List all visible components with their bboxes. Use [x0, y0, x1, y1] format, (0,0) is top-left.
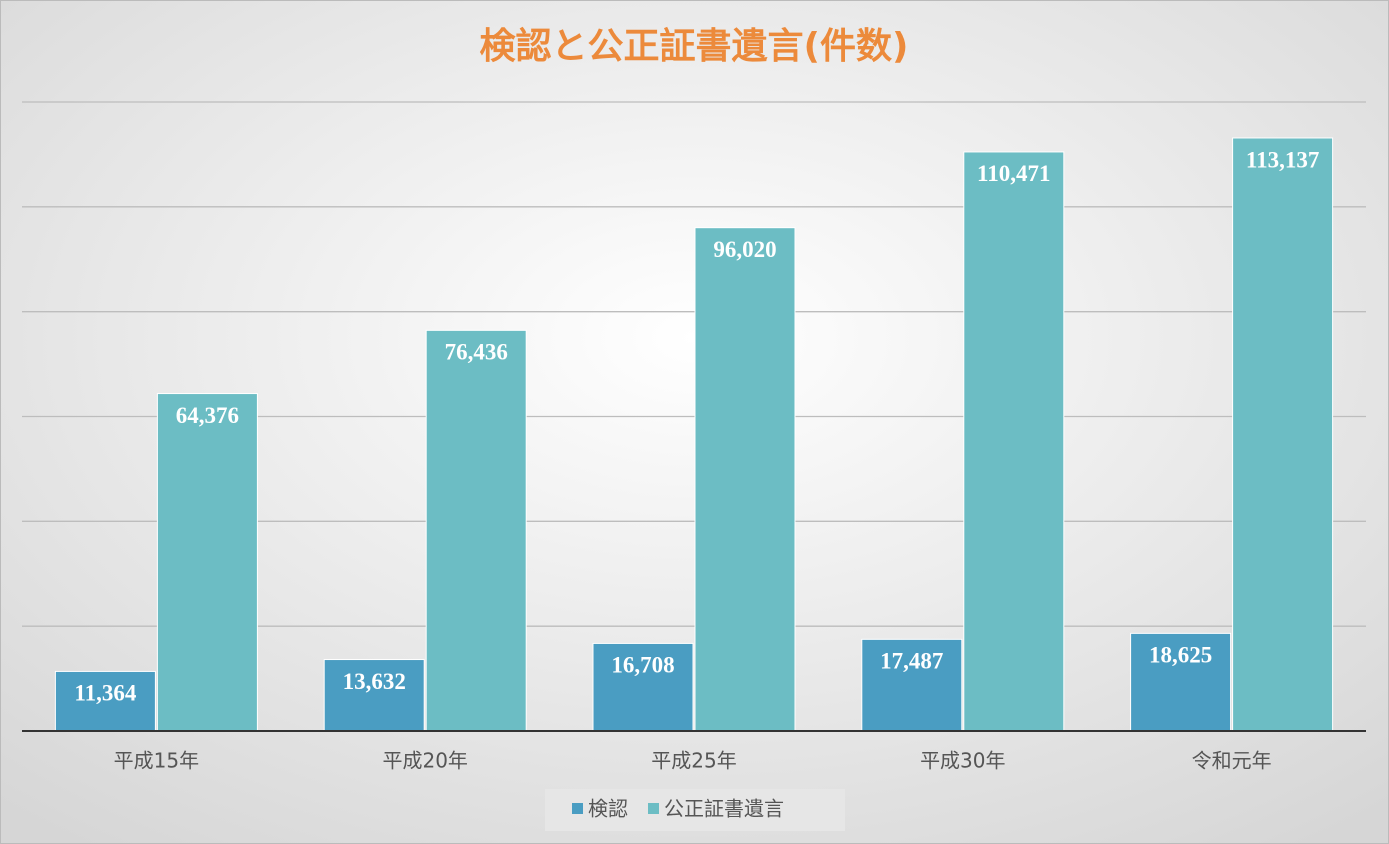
bar [694, 227, 796, 732]
bar [1130, 632, 1232, 732]
data-label: 13,632 [343, 669, 406, 694]
legend-label: 検認 [588, 797, 628, 821]
bar [592, 642, 694, 732]
x-tick-label: 平成30年 [920, 749, 1005, 773]
x-tick-label: 令和元年 [1192, 749, 1272, 773]
legend-swatch [648, 803, 659, 814]
data-label: 113,137 [1246, 147, 1319, 172]
legend-label: 公正証書遺言 [664, 797, 784, 821]
data-label: 16,708 [611, 653, 674, 678]
x-tick-label: 平成20年 [382, 749, 467, 773]
data-label: 110,471 [977, 161, 1050, 186]
legend-box [545, 789, 845, 831]
data-label: 96,020 [713, 237, 776, 262]
bar [963, 151, 1065, 732]
x-tick-label: 平成25年 [651, 749, 736, 773]
data-label: 76,436 [445, 340, 508, 365]
data-label: 11,364 [74, 681, 136, 706]
bar [861, 638, 963, 732]
legend-swatch [572, 803, 583, 814]
x-tick-label: 平成15年 [114, 749, 199, 773]
data-label: 18,625 [1149, 643, 1212, 668]
bar [156, 393, 258, 732]
bar [425, 329, 527, 732]
data-label: 64,376 [176, 403, 239, 428]
bar [1232, 137, 1334, 732]
bar [54, 670, 156, 732]
chart-title: 検認と公正証書遺言(件数) [480, 26, 909, 67]
data-label: 17,487 [880, 649, 943, 674]
